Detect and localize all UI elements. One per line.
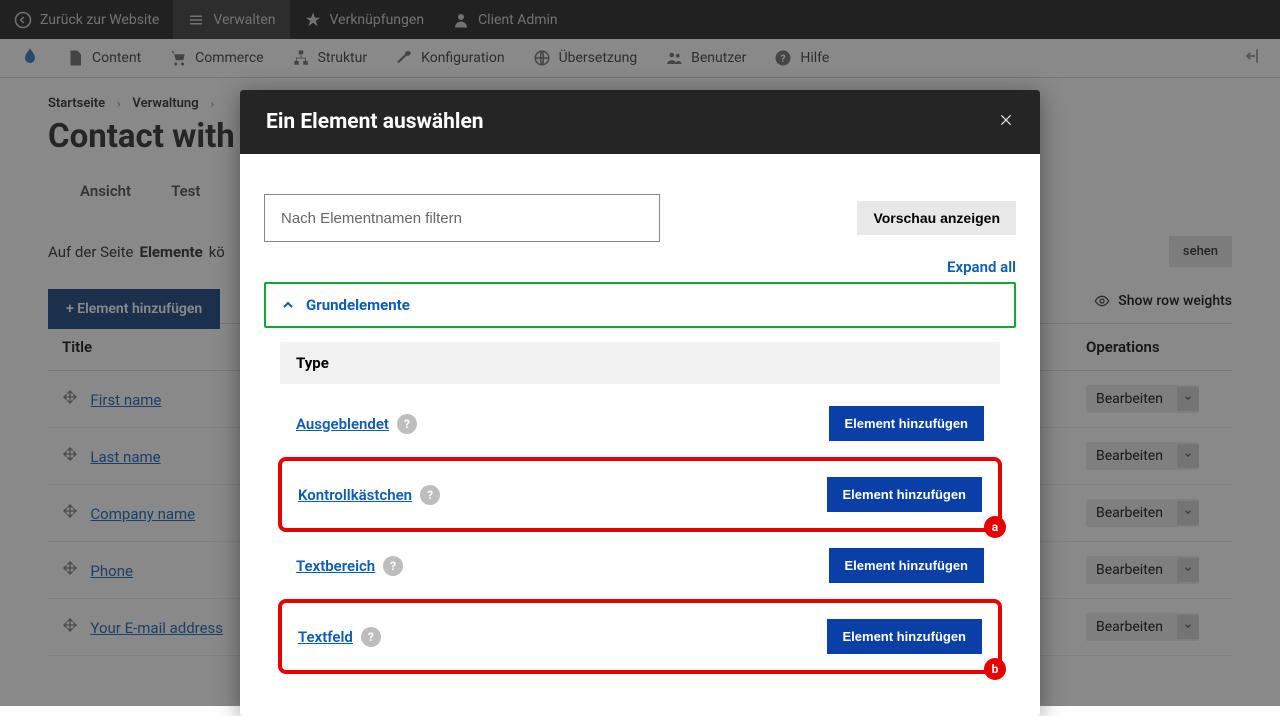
- help-icon[interactable]: ?: [361, 627, 381, 647]
- type-row: Ausgeblendet ? Element hinzufügen: [280, 390, 1000, 457]
- type-row: Textfeld ? Element hinzufügen: [282, 603, 998, 670]
- chevron-up-icon: [280, 297, 296, 313]
- type-link[interactable]: Textfeld: [298, 628, 353, 646]
- type-row-wrap: Textbereich ? Element hinzufügen: [280, 532, 1000, 599]
- expand-all-link[interactable]: Expand all: [264, 258, 1016, 276]
- add-element-button[interactable]: Element hinzufügen: [827, 619, 983, 654]
- type-link[interactable]: Textbereich: [296, 557, 375, 575]
- type-row-wrap: Ausgeblendet ? Element hinzufügen: [280, 390, 1000, 457]
- type-row: Textbereich ? Element hinzufügen: [280, 532, 1000, 599]
- accordion-toggle[interactable]: Grundelemente: [266, 284, 1014, 326]
- type-row: Kontrollkästchen ? Element hinzufügen: [282, 461, 998, 528]
- annotation-badge: a: [984, 516, 1006, 538]
- type-link[interactable]: Ausgeblendet: [296, 415, 389, 433]
- preview-button[interactable]: Vorschau anzeigen: [857, 201, 1016, 235]
- help-icon[interactable]: ?: [397, 414, 417, 434]
- add-element-button[interactable]: Element hinzufügen: [829, 548, 985, 583]
- modal-title: Ein Element auswählen: [266, 110, 484, 134]
- type-header: Type: [280, 342, 1000, 384]
- select-element-modal: Ein Element auswählen Vorschau anzeigen …: [240, 90, 1040, 716]
- annotation-badge: b: [984, 658, 1006, 680]
- accordion-grundelemente: Grundelemente: [264, 282, 1016, 328]
- filter-input[interactable]: [264, 194, 660, 242]
- type-row-wrap: Textfeld ? Element hinzufügen b: [278, 599, 1002, 674]
- type-row-wrap: Kontrollkästchen ? Element hinzufügen a: [278, 457, 1002, 532]
- modal-body: Vorschau anzeigen Expand all Grundelemen…: [240, 154, 1040, 716]
- add-element-button[interactable]: Element hinzufügen: [829, 406, 985, 441]
- add-element-button[interactable]: Element hinzufügen: [827, 477, 983, 512]
- close-icon[interactable]: [998, 112, 1014, 133]
- modal-header: Ein Element auswählen: [240, 90, 1040, 154]
- help-icon[interactable]: ?: [383, 556, 403, 576]
- type-link[interactable]: Kontrollkästchen: [298, 486, 412, 504]
- help-icon[interactable]: ?: [420, 485, 440, 505]
- type-section: Type Ausgeblendet ? Element hinzufügen K…: [264, 342, 1016, 692]
